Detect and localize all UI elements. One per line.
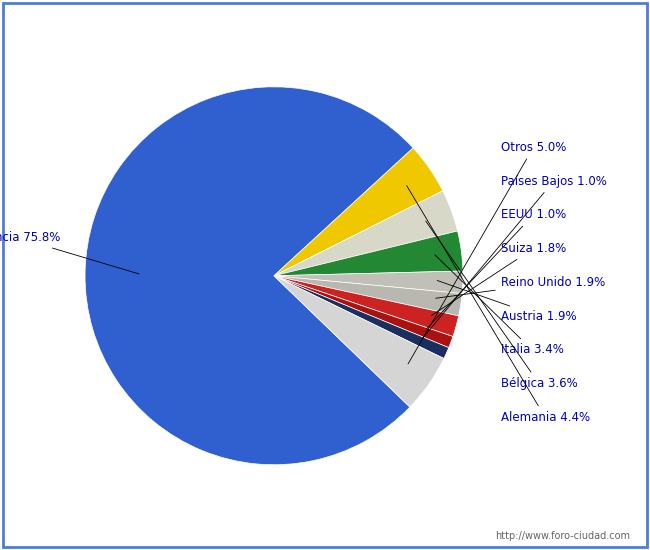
Wedge shape	[274, 276, 459, 337]
Wedge shape	[274, 231, 463, 276]
Text: Reino Unido 1.9%: Reino Unido 1.9%	[436, 276, 605, 298]
Text: Suiza 1.8%: Suiza 1.8%	[432, 242, 566, 315]
Wedge shape	[274, 276, 462, 316]
Wedge shape	[274, 148, 443, 276]
Text: Otros 5.0%: Otros 5.0%	[408, 141, 566, 364]
Text: Bélgica 3.6%: Bélgica 3.6%	[426, 221, 577, 390]
Wedge shape	[274, 191, 458, 276]
Text: Francia 75.8%: Francia 75.8%	[0, 232, 139, 274]
Text: Llançà - Turistas extranjeros según país - Abril de 2024: Llançà - Turistas extranjeros según país…	[115, 12, 535, 28]
Text: Italia 3.4%: Italia 3.4%	[435, 255, 564, 356]
Wedge shape	[274, 276, 453, 348]
Text: Países Bajos 1.0%: Países Bajos 1.0%	[423, 174, 606, 338]
Wedge shape	[274, 276, 444, 407]
Text: http://www.foro-ciudad.com: http://www.foro-ciudad.com	[495, 531, 630, 541]
Wedge shape	[274, 276, 448, 359]
Wedge shape	[274, 271, 463, 294]
Text: Alemania 4.4%: Alemania 4.4%	[407, 185, 590, 424]
Text: Austria 1.9%: Austria 1.9%	[437, 280, 577, 323]
Wedge shape	[85, 87, 413, 465]
Text: EEUU 1.0%: EEUU 1.0%	[427, 208, 566, 328]
